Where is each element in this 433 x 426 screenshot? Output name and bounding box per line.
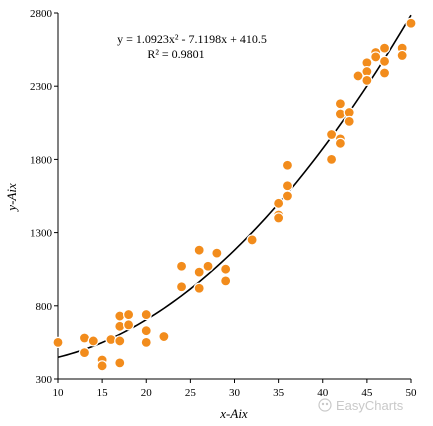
y-axis-title: y-Aix xyxy=(4,183,19,213)
x-tick-labels: 10 15 20 25 30 35 40 45 50 xyxy=(53,379,418,399)
data-point xyxy=(281,180,294,192)
data-point xyxy=(246,234,258,246)
r-squared: R² = 0.9801 xyxy=(147,47,204,61)
data-point xyxy=(140,325,152,337)
plot-area xyxy=(57,13,411,380)
y-tick-label: 800 xyxy=(36,301,53,313)
data-point xyxy=(396,49,408,62)
data-point xyxy=(114,357,126,369)
data-point xyxy=(361,74,373,86)
data-point xyxy=(370,51,382,63)
x-tick-label: 25 xyxy=(185,387,197,399)
data-point xyxy=(378,67,391,79)
x-tick-label: 15 xyxy=(97,387,109,399)
data-points xyxy=(52,17,417,372)
x-axis-title: x-Aix xyxy=(219,406,248,421)
data-point xyxy=(273,212,285,224)
easycharts-logo-icon xyxy=(318,398,332,412)
data-point xyxy=(220,263,232,275)
y-tick-label: 2800 xyxy=(30,8,53,20)
x-tick-label: 50 xyxy=(406,387,418,399)
data-point xyxy=(273,197,285,209)
data-point xyxy=(325,128,338,141)
data-point xyxy=(123,308,135,321)
x-tick-label: 40 xyxy=(317,387,329,399)
watermark-text: EasyCharts xyxy=(336,398,404,413)
data-point xyxy=(158,330,170,343)
watermark: EasyCharts xyxy=(318,398,404,413)
data-point xyxy=(211,247,223,259)
data-point xyxy=(352,70,364,82)
data-point xyxy=(220,275,232,287)
data-point xyxy=(78,347,91,359)
y-tick-label: 1300 xyxy=(30,228,53,240)
x-tick-label: 35 xyxy=(273,387,285,399)
data-point xyxy=(378,42,391,54)
trendline xyxy=(57,14,412,359)
y-tick-labels: 300 800 1300 1800 2300 2800 xyxy=(30,8,58,386)
x-tick-label: 30 xyxy=(229,387,241,399)
x-tick-label: 20 xyxy=(141,387,153,399)
data-point xyxy=(334,98,346,110)
x-tick-label: 45 xyxy=(361,387,373,399)
data-point xyxy=(175,260,188,272)
data-point xyxy=(114,335,126,347)
data-point xyxy=(378,55,391,67)
data-point xyxy=(202,260,214,272)
data-point xyxy=(96,360,108,372)
data-point xyxy=(140,336,152,348)
data-point xyxy=(52,336,64,348)
data-point xyxy=(175,281,188,293)
data-point xyxy=(405,17,417,29)
data-point xyxy=(325,153,338,165)
data-point xyxy=(193,244,205,256)
x-tick-label: 10 xyxy=(53,387,65,399)
y-tick-label: 300 xyxy=(36,374,53,386)
data-point xyxy=(123,319,135,331)
data-point xyxy=(281,190,294,202)
y-tick-label: 1800 xyxy=(30,154,53,166)
trend-equation: y = 1.0923x² - 7.1198x + 410.5 xyxy=(117,32,267,46)
data-point xyxy=(193,266,205,278)
data-point xyxy=(281,159,294,171)
data-point xyxy=(343,115,355,127)
y-tick-label: 2300 xyxy=(30,81,53,93)
data-point xyxy=(334,137,346,149)
data-point xyxy=(193,282,205,294)
data-point xyxy=(140,308,152,321)
data-point xyxy=(87,335,99,347)
